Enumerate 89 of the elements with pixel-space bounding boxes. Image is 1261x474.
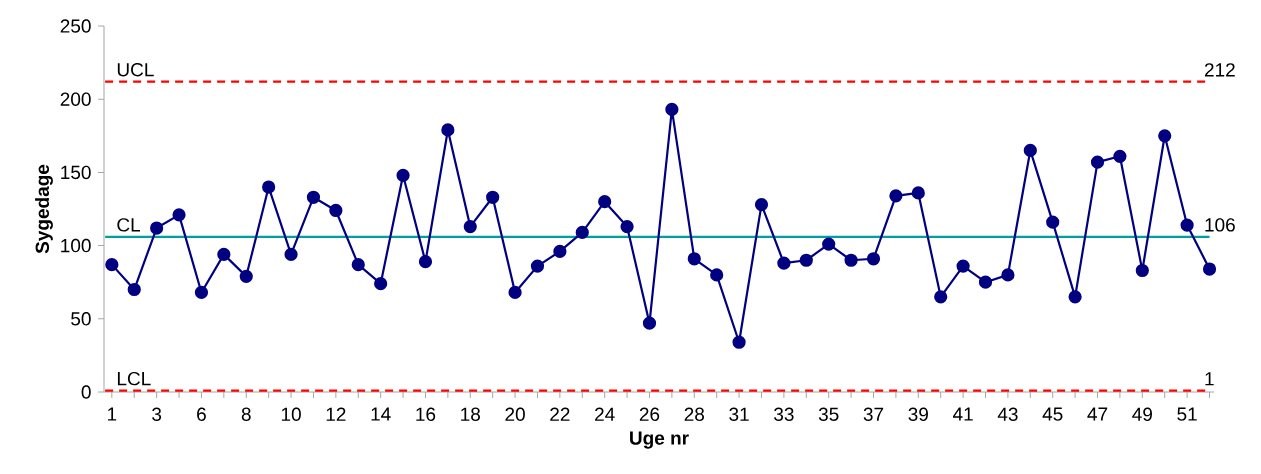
x-tick-label: 10	[281, 407, 301, 421]
x-tick-label: 47	[1087, 407, 1108, 421]
x-tick-label: 31	[729, 407, 749, 421]
point	[1202, 262, 1217, 276]
point	[1023, 143, 1037, 158]
point	[486, 190, 500, 204]
point	[1046, 215, 1060, 229]
ref-line-label: LCL	[117, 371, 151, 386]
x-tick-label: 28	[684, 407, 705, 421]
point	[1135, 263, 1149, 278]
x-tick-label: 1	[108, 407, 117, 421]
x-tick-label: 26	[639, 407, 660, 421]
point	[1090, 155, 1105, 169]
ref-line-label: CL	[117, 218, 141, 232]
point	[508, 285, 522, 300]
annotation: 1	[1205, 372, 1214, 386]
point	[665, 102, 679, 117]
y-tick-label: 200	[60, 92, 91, 106]
x-tick-label: 35	[818, 407, 839, 421]
point	[1068, 290, 1082, 304]
point	[441, 123, 455, 137]
point	[687, 252, 701, 266]
point	[911, 186, 925, 200]
y-tick-label: 150	[61, 165, 91, 180]
point	[1158, 129, 1172, 143]
x-tick-label: 20	[505, 407, 525, 421]
y-tick-label: 100	[61, 238, 91, 253]
point	[822, 237, 836, 251]
point	[642, 316, 657, 330]
x-tick-label: 24	[595, 407, 615, 421]
x-axis-title: Uge nr	[630, 431, 689, 449]
x-tick-label: 18	[461, 407, 480, 421]
point	[978, 275, 993, 289]
point	[306, 190, 321, 204]
annotation: 106	[1205, 218, 1235, 232]
point	[575, 225, 589, 240]
point	[934, 290, 948, 304]
point	[217, 247, 231, 261]
y-tick-label: 250	[60, 19, 91, 33]
point	[866, 252, 881, 266]
x-tick-label: 39	[908, 407, 928, 421]
x-tick-label: 37	[863, 407, 884, 421]
x-tick-label: 16	[416, 407, 436, 421]
point	[530, 259, 545, 273]
x-tick-label: 14	[371, 407, 391, 421]
x-tick-label: 8	[241, 407, 251, 421]
y-tick-label: 0	[81, 385, 91, 399]
point	[1113, 149, 1127, 163]
x-tick-label: 49	[1132, 407, 1152, 421]
point	[284, 247, 298, 261]
x-tick-label: 33	[774, 407, 794, 421]
point	[463, 219, 477, 234]
point	[732, 335, 746, 349]
x-tick-label: 41	[952, 407, 973, 421]
point	[105, 258, 119, 272]
point	[127, 282, 141, 297]
x-tick-label: 45	[1042, 407, 1063, 421]
point	[418, 255, 433, 269]
x-tick-label: 43	[997, 407, 1018, 421]
point	[777, 256, 791, 270]
point	[239, 269, 253, 283]
y-axis-title: Sygedage	[35, 164, 53, 254]
x-tick-label: 12	[326, 407, 346, 421]
point	[396, 168, 410, 182]
point	[374, 277, 388, 291]
point	[956, 259, 970, 273]
point	[351, 258, 365, 272]
x-tick-label: 6	[197, 407, 206, 421]
point	[262, 180, 276, 194]
x-tick-label: 22	[550, 407, 570, 421]
point	[598, 195, 612, 209]
point	[553, 244, 567, 259]
point	[710, 268, 724, 282]
point	[1180, 218, 1194, 232]
point	[1001, 268, 1015, 282]
annotation: 212	[1204, 63, 1235, 77]
x-tick-label: 51	[1177, 407, 1197, 421]
ref-line-label: UCL	[117, 62, 154, 77]
point	[620, 219, 634, 234]
point	[799, 253, 813, 267]
x-tick-label: 3	[152, 407, 162, 421]
point	[329, 203, 343, 218]
y-tick-label: 50	[71, 312, 91, 326]
point	[844, 253, 858, 267]
point	[150, 221, 164, 235]
point	[889, 189, 903, 203]
point	[172, 208, 186, 222]
point	[754, 198, 769, 212]
point	[194, 285, 209, 300]
